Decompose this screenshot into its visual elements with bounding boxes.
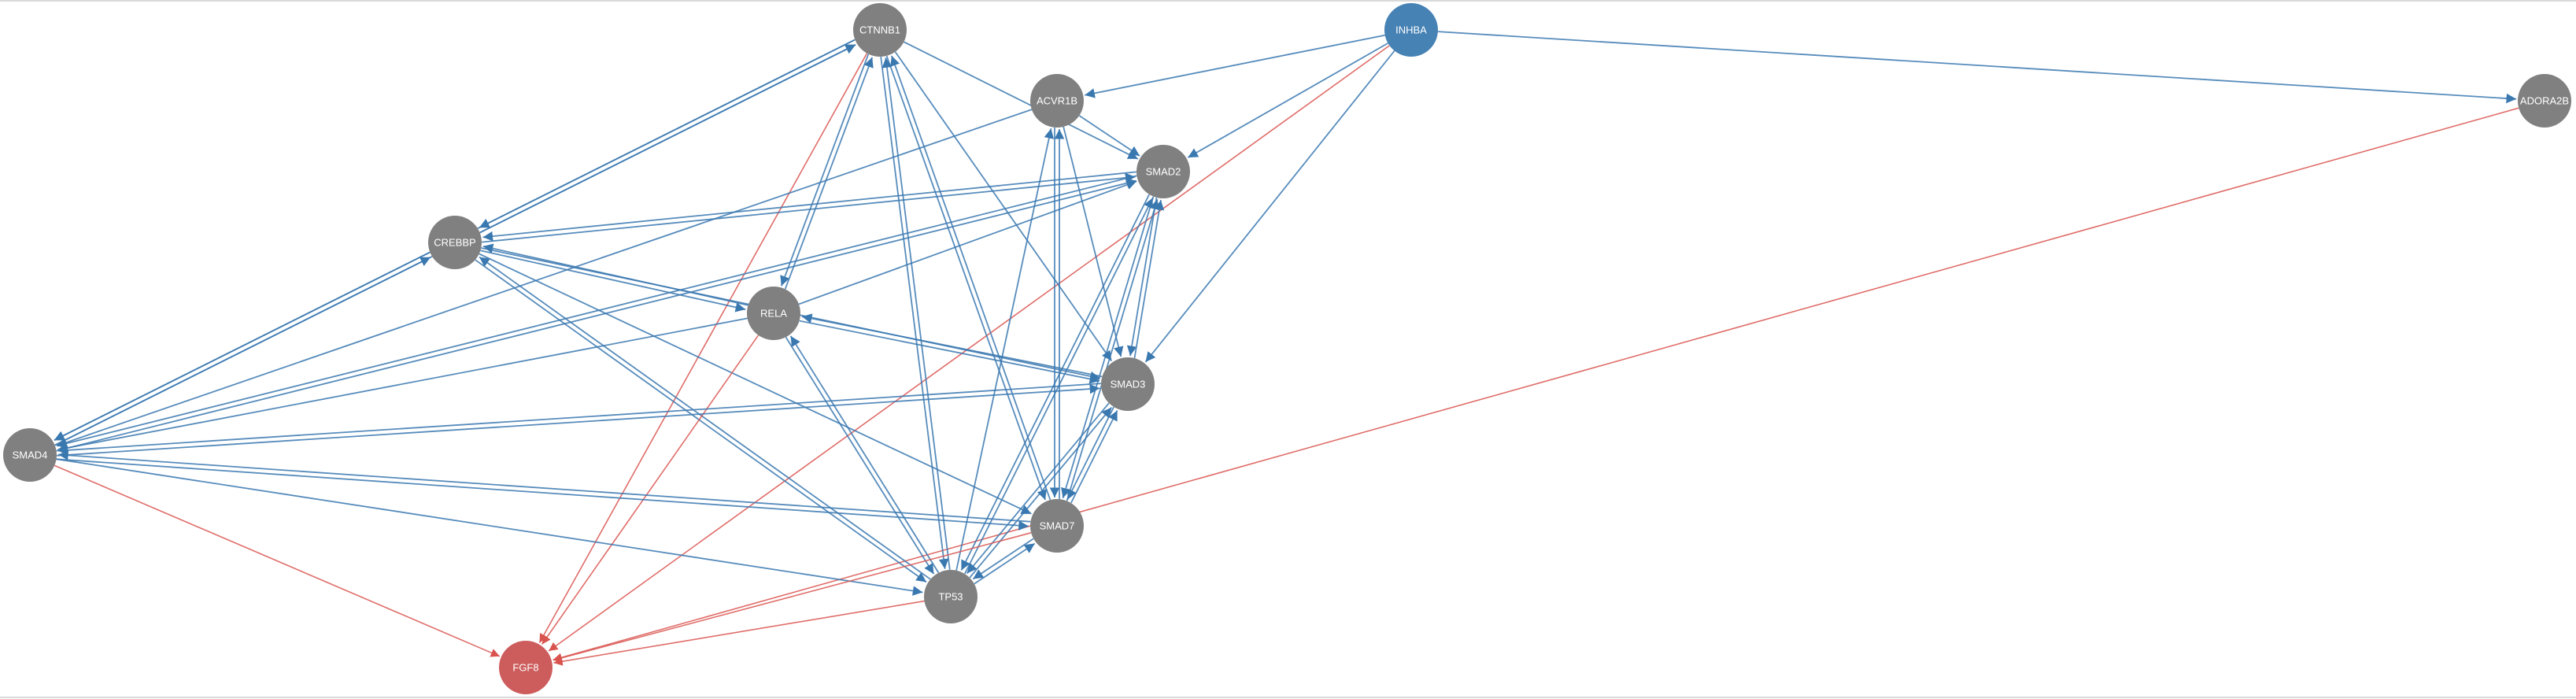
node-label: TP53 (938, 591, 963, 603)
node-label: ACVR1B (1037, 95, 1077, 107)
node-circle[interactable] (3, 428, 57, 482)
edge-smad7-to-ctnnb1 (890, 55, 1051, 501)
edge-rela-to-fgf8 (541, 335, 759, 645)
node-adora2b[interactable]: ADORA2B (2518, 74, 2571, 128)
node-label: SMAD3 (1111, 379, 1146, 390)
edge-inhba-to-acvr1b (1085, 34, 1385, 98)
edge-crebbp-to-rela (480, 250, 746, 313)
edge-rela-to-tp53 (785, 336, 935, 575)
node-circle[interactable] (747, 287, 800, 340)
edge-smad3-to-smad4 (57, 383, 1101, 456)
node-label: SMAD4 (13, 449, 48, 461)
node-tp53[interactable]: TP53 (924, 570, 978, 623)
edge-ctnnb1-to-fgf8 (538, 53, 868, 643)
edge-rela-to-smad2 (798, 179, 1137, 305)
node-smad3[interactable]: SMAD3 (1101, 357, 1155, 411)
node-circle[interactable] (2518, 74, 2571, 128)
edge-smad7-to-tp53 (972, 538, 1034, 580)
node-inhba[interactable]: INHBA (1384, 3, 1438, 57)
edge-crebbp-to-smad4 (54, 251, 431, 442)
edge-crebbp-to-tp53 (475, 259, 927, 583)
edge-smad3-to-smad2 (1133, 199, 1165, 359)
edge-smad4-to-tp53 (56, 458, 923, 596)
node-circle[interactable] (428, 216, 482, 269)
node-fgf8[interactable]: FGF8 (499, 641, 553, 694)
edge-tp53-to-ctnnb1 (881, 57, 951, 571)
edge-smad7-to-smad4 (58, 450, 1031, 523)
edge-smad2-to-tp53 (960, 194, 1150, 571)
edge-ctnnb1-to-rela (780, 54, 870, 287)
edge-ctnnb1-to-smad7 (885, 55, 1047, 501)
edge-smad3-to-tp53 (966, 402, 1110, 574)
edge-smad2-to-smad7 (1061, 196, 1155, 498)
node-acvr1b[interactable]: ACVR1B (1030, 74, 1084, 128)
edge-tp53-to-smad3 (969, 407, 1112, 579)
node-circle[interactable] (499, 641, 553, 694)
edge-tp53-to-smad7 (974, 542, 1036, 585)
edge-rela-to-ctnnb1 (784, 57, 874, 290)
edge-inhba-to-fgf8 (548, 45, 1390, 652)
node-circle[interactable] (1030, 499, 1084, 553)
edge-ctnnb1-to-tp53 (880, 56, 949, 569)
edge-acvr1b-to-smad4 (56, 109, 1033, 448)
node-label: RELA (760, 308, 787, 320)
node-smad7[interactable]: SMAD7 (1030, 499, 1084, 553)
edge-smad4-to-crebbp (54, 256, 431, 446)
node-layer: CTNNB1 INHBA ACVR1B ADORA2B SMAD2 CREBBP RELA S… (3, 3, 2571, 694)
node-circle[interactable] (1030, 74, 1084, 128)
edge-crebbp-to-smad2 (482, 172, 1136, 243)
edge-tp53-to-fgf8 (553, 600, 925, 666)
edge-inhba-to-smad3 (1144, 50, 1395, 363)
edge-smad4-to-smad2 (56, 178, 1137, 452)
node-circle[interactable] (1136, 145, 1190, 198)
edge-smad2-to-smad3 (1126, 197, 1158, 357)
edge-smad7-to-smad3 (1070, 410, 1118, 504)
edge-crebbp-to-smad7 (479, 253, 1032, 515)
node-circle[interactable] (924, 570, 978, 623)
edge-acvr1b-to-smad3 (1063, 126, 1124, 357)
node-label: SMAD2 (1146, 166, 1181, 178)
node-smad4[interactable]: SMAD4 (3, 428, 57, 482)
edge-smad7-to-smad2 (1066, 199, 1159, 501)
edge-acvr1b-to-smad2 (1078, 115, 1140, 157)
node-smad2[interactable]: SMAD2 (1136, 145, 1190, 198)
edge-inhba-to-smad2 (1187, 43, 1388, 158)
node-circle[interactable] (853, 3, 907, 57)
edge-tp53-to-rela (789, 335, 940, 574)
edge-adora2b-to-fgf8 (553, 107, 2519, 662)
edge-ctnnb1-to-smad2 (903, 41, 1139, 160)
edge-smad2-to-crebbp (482, 171, 1136, 242)
edge-rela-to-smad4 (57, 317, 748, 453)
edge-smad4-to-smad3 (57, 383, 1100, 457)
node-label: INHBA (1395, 24, 1427, 36)
node-label: FGF8 (512, 662, 538, 674)
node-label: CTNNB1 (859, 24, 900, 36)
edge-inhba-to-adora2b (1437, 31, 2517, 104)
node-label: ADORA2B (2520, 95, 2569, 107)
node-circle[interactable] (1384, 3, 1438, 57)
edge-tp53-to-crebbp (479, 256, 931, 580)
edge-smad3-to-rela (801, 313, 1103, 378)
edge-layer (54, 31, 2519, 666)
edge-smad4-to-fgf8 (54, 464, 501, 657)
edge-rela-to-smad3 (799, 320, 1100, 384)
edge-smad3-to-smad7 (1066, 406, 1114, 500)
edge-smad7-to-fgf8 (553, 532, 1032, 663)
node-crebbp[interactable]: CREBBP (428, 216, 482, 269)
node-label: SMAD7 (1040, 520, 1075, 532)
edge-smad2-to-smad4 (56, 175, 1137, 449)
node-circle[interactable] (1101, 357, 1155, 411)
node-ctnnb1[interactable]: CTNNB1 (853, 3, 907, 57)
node-label: CREBBP (434, 237, 475, 249)
edge-tp53-to-acvr1b (955, 128, 1055, 571)
edge-ctnnb1-to-smad3 (894, 51, 1113, 362)
node-rela[interactable]: RELA (747, 287, 800, 340)
edge-smad4-to-smad7 (56, 458, 1029, 531)
